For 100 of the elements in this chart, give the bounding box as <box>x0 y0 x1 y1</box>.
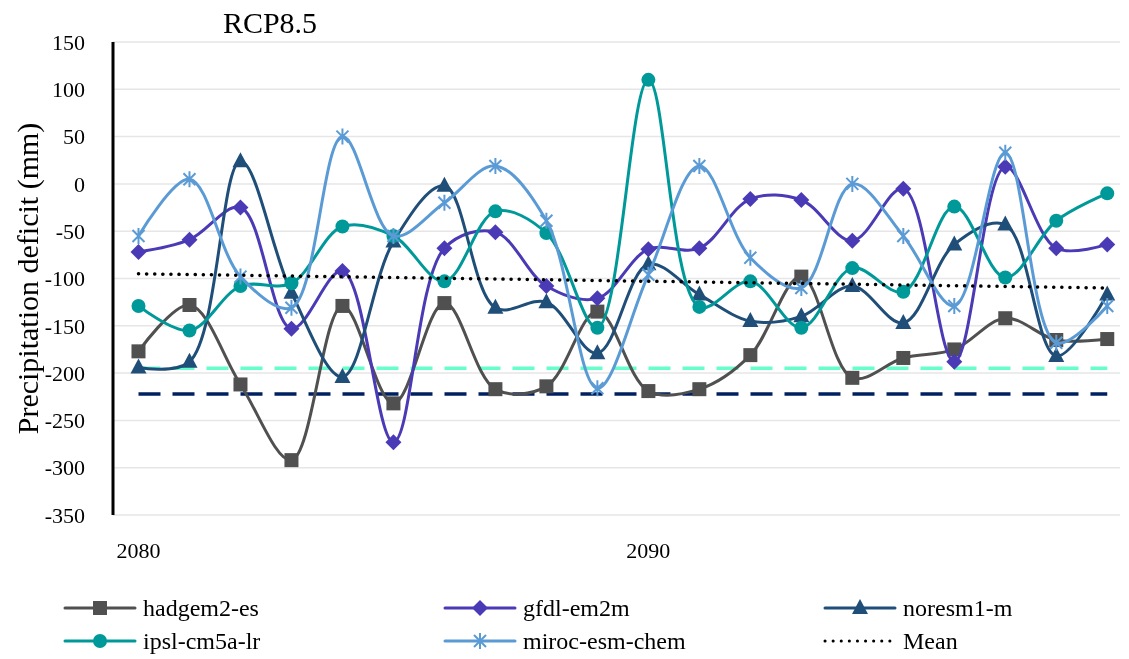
y-tick-label: -150 <box>44 313 85 339</box>
point <box>947 296 962 315</box>
point <box>437 296 452 311</box>
point <box>998 143 1013 162</box>
point <box>742 191 759 208</box>
point <box>232 152 249 168</box>
point <box>385 434 402 451</box>
point <box>590 379 605 398</box>
y-tick-label: 100 <box>52 77 85 102</box>
point <box>946 353 963 370</box>
point <box>488 382 503 397</box>
point <box>538 293 555 309</box>
point <box>845 261 860 276</box>
point <box>692 156 707 175</box>
point <box>742 312 759 328</box>
point <box>284 276 299 291</box>
point <box>947 199 962 214</box>
point <box>538 278 555 295</box>
point <box>386 396 401 411</box>
point <box>284 298 299 317</box>
point <box>692 299 707 314</box>
y-tick-label: -200 <box>44 360 85 386</box>
point <box>283 320 300 337</box>
legend-label: gfdl-em2m <box>523 595 630 622</box>
y-tick-label: -250 <box>44 408 85 434</box>
point <box>334 262 351 279</box>
point <box>793 191 810 208</box>
point <box>181 231 198 248</box>
point <box>692 382 707 397</box>
point <box>1048 347 1065 363</box>
legend-label: ipsl-cm5a-lr <box>143 628 261 655</box>
point <box>335 127 350 146</box>
point <box>896 284 911 299</box>
point <box>1100 332 1115 347</box>
point <box>1100 186 1115 201</box>
point <box>589 290 606 307</box>
point <box>233 267 248 286</box>
point <box>590 320 605 335</box>
point <box>436 240 453 257</box>
point <box>845 370 860 385</box>
point <box>182 170 197 189</box>
point <box>437 193 452 212</box>
point <box>998 270 1013 285</box>
point <box>997 215 1014 231</box>
point <box>641 384 656 399</box>
x-tick-label: 2090 <box>626 538 671 563</box>
point <box>182 297 197 312</box>
point <box>845 174 860 193</box>
legend-label: miroc-esm-chem <box>523 628 686 655</box>
point <box>1099 236 1116 253</box>
point <box>130 244 147 261</box>
point <box>1048 240 1065 257</box>
point <box>691 240 708 257</box>
y-tick-label: 50 <box>63 124 85 150</box>
legend-label: hadgem2-es <box>143 595 259 622</box>
point <box>334 367 351 383</box>
point <box>1099 285 1116 301</box>
point <box>590 304 605 319</box>
point <box>181 352 198 368</box>
point <box>284 453 299 468</box>
point <box>691 285 708 301</box>
y-tick-label: -50 <box>55 218 85 244</box>
point <box>895 313 912 329</box>
legend-label: Mean <box>903 628 958 655</box>
point <box>1049 333 1064 352</box>
point <box>232 199 249 216</box>
point <box>794 278 809 297</box>
point <box>641 72 656 87</box>
point <box>130 358 147 374</box>
point <box>131 344 146 359</box>
point <box>1100 296 1115 315</box>
point <box>794 320 809 335</box>
y-axis-title: Precipitation deficit (mm) <box>11 122 45 435</box>
point <box>844 277 861 293</box>
point <box>998 311 1013 326</box>
point <box>488 204 503 219</box>
point <box>335 298 350 313</box>
point <box>1049 213 1064 228</box>
point <box>793 307 810 323</box>
y-tick-label: -300 <box>44 455 85 481</box>
y-tick-label: 150 <box>52 29 85 55</box>
point <box>743 348 758 363</box>
point <box>539 379 554 394</box>
point <box>743 248 758 267</box>
y-tick-label: 0 <box>74 171 85 197</box>
legend-label: noresm1-m <box>903 595 1013 622</box>
point <box>488 156 503 175</box>
point <box>182 323 197 338</box>
point <box>131 226 146 245</box>
chart-title: RCP8.5 <box>222 6 318 39</box>
point <box>946 235 963 251</box>
point <box>335 219 350 234</box>
point <box>539 211 554 230</box>
point <box>589 344 606 360</box>
point <box>131 298 146 313</box>
y-tick-label: -100 <box>44 266 85 292</box>
y-tick-label: -350 <box>44 502 85 528</box>
point <box>640 241 657 258</box>
point <box>487 224 504 241</box>
point <box>436 176 453 192</box>
